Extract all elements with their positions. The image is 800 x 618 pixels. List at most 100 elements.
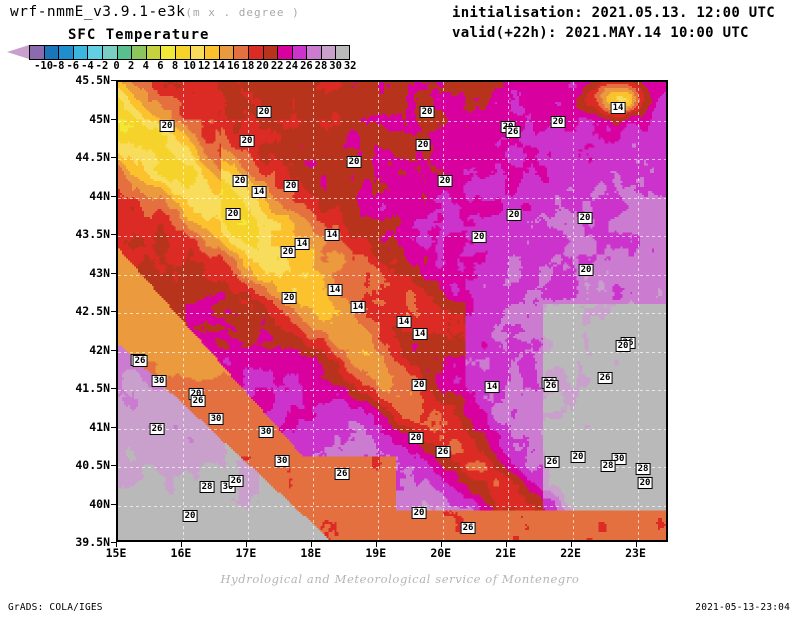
colorbar-title: SFC Temperature bbox=[68, 27, 210, 43]
contour-label-20: 20 bbox=[232, 175, 248, 187]
temperature-raster bbox=[118, 82, 666, 540]
longitude-tick-15E: 15E bbox=[105, 546, 127, 560]
longitude-tick-22E: 22E bbox=[560, 546, 581, 560]
grid-line-horizontal bbox=[118, 428, 666, 430]
latitude-tick-mark bbox=[111, 157, 116, 158]
contour-label-20: 20 bbox=[415, 139, 431, 151]
longitude-tick-mark bbox=[505, 542, 507, 547]
contour-label-26: 26 bbox=[544, 456, 560, 468]
latitude-tick-mark bbox=[111, 388, 116, 389]
latitude-tick-45.5N: 45.5N bbox=[75, 73, 110, 87]
colorbar-swatch-6 bbox=[116, 45, 132, 60]
contour-label-20: 20 bbox=[550, 116, 566, 128]
latitude-tick-41.5N: 41.5N bbox=[75, 381, 110, 395]
latitude-tick-42N: 42N bbox=[89, 342, 110, 357]
grid-line-horizontal bbox=[118, 197, 666, 199]
contour-label-20: 20 bbox=[411, 507, 427, 519]
contour-label-14: 14 bbox=[324, 229, 340, 241]
colorbar-swatch-17 bbox=[277, 45, 292, 60]
contour-label-20: 20 bbox=[437, 175, 453, 187]
contour-label-20: 20 bbox=[239, 135, 255, 147]
colorbar-swatch-12 bbox=[204, 45, 219, 60]
latitude-tick-44.5N: 44.5N bbox=[75, 150, 110, 164]
temperature-field bbox=[118, 82, 666, 540]
latitude-tick-mark bbox=[111, 426, 116, 428]
colorbar-tick--8: -8 bbox=[51, 60, 65, 72]
latitude-tick-mark bbox=[111, 542, 116, 543]
latitude-tick-mark bbox=[111, 80, 116, 81]
longitude-tick-16E: 16E bbox=[170, 546, 192, 560]
longitude-tick-mark bbox=[245, 542, 247, 547]
longitude-tick-18E: 18E bbox=[300, 546, 322, 560]
contour-label-26: 26 bbox=[149, 423, 165, 435]
latitude-tick-43.5N: 43.5N bbox=[75, 227, 110, 241]
contour-label-20: 20 bbox=[225, 208, 241, 220]
colorbar-tick-18: 18 bbox=[241, 60, 255, 72]
initialisation-time: initialisation: 2021.05.13. 12:00 UTC bbox=[452, 5, 775, 21]
latitude-tick-mark bbox=[111, 272, 116, 274]
grid-line-vertical bbox=[377, 82, 379, 540]
colorbar-tick-28: 28 bbox=[314, 60, 328, 72]
contour-label-30: 30 bbox=[258, 426, 274, 438]
contour-label-20: 20 bbox=[570, 451, 586, 463]
contour-label-14: 14 bbox=[251, 186, 267, 198]
contour-label-26: 26 bbox=[543, 380, 559, 392]
longitude-tick-21E: 21E bbox=[495, 546, 517, 560]
latitude-tick-40N: 40N bbox=[89, 496, 110, 511]
grid-line-horizontal bbox=[118, 505, 666, 507]
contour-label-30: 30 bbox=[274, 455, 290, 467]
colorbar-tick-16: 16 bbox=[227, 60, 240, 72]
colorbar-tick-32: 32 bbox=[343, 60, 357, 72]
longitude-tick-mark bbox=[570, 542, 572, 547]
contour-label-20: 20 bbox=[280, 246, 296, 258]
colorbar-tick-22: 22 bbox=[270, 60, 284, 72]
colorbar-swatch-19 bbox=[306, 45, 321, 60]
contour-label-20: 20 bbox=[281, 292, 297, 304]
contour-label-26: 26 bbox=[334, 468, 350, 480]
grid-line-horizontal bbox=[118, 236, 666, 237]
contour-label-26: 26 bbox=[132, 355, 148, 367]
contour-label-30: 30 bbox=[208, 413, 224, 425]
colorbar-tick-10: 10 bbox=[183, 60, 196, 72]
grid-line-horizontal bbox=[118, 159, 666, 160]
contour-label-20: 20 bbox=[159, 120, 175, 132]
contour-label-26: 26 bbox=[190, 395, 206, 407]
contour-label-28: 28 bbox=[635, 463, 651, 475]
valid-time: valid(+22h): 2021.MAY.14 10:00 UTC bbox=[452, 25, 749, 41]
colorbar-swatch-18 bbox=[291, 45, 307, 60]
map-plot-area[interactable]: 2020202014202620202020142020202014202014… bbox=[116, 80, 668, 542]
longitude-tick-mark bbox=[635, 542, 637, 547]
longitude-tick-mark bbox=[375, 542, 377, 547]
colorbar-swatch-1 bbox=[43, 45, 59, 60]
colorbar-swatch-3 bbox=[72, 45, 88, 60]
colorbar-tick--10: -10 bbox=[34, 60, 54, 72]
grid-line-horizontal bbox=[118, 120, 666, 122]
contour-label-14: 14 bbox=[350, 301, 366, 313]
model-title: wrf-nmmE_v3.9.1-e3k(m x . degree ) bbox=[10, 4, 300, 20]
contour-label-20: 20 bbox=[182, 510, 198, 522]
contour-label-28: 28 bbox=[199, 481, 215, 493]
grid-line-vertical bbox=[182, 82, 184, 540]
contour-label-26: 26 bbox=[435, 446, 451, 458]
colorbar-tick--4: -4 bbox=[81, 60, 94, 72]
contour-label-20: 20 bbox=[471, 231, 487, 243]
grid-line-horizontal bbox=[118, 351, 666, 353]
colorbar-tick-6: 6 bbox=[157, 60, 164, 72]
colorbar-tick--2: -2 bbox=[95, 60, 109, 72]
contour-label-14: 14 bbox=[610, 102, 626, 114]
latitude-tick-41N: 41N bbox=[89, 419, 110, 434]
latitude-tick-39.5N: 39.5N bbox=[75, 535, 110, 549]
colorbar-tick-0: 0 bbox=[113, 60, 120, 72]
latitude-tick-mark bbox=[111, 234, 116, 235]
colorbar-tick-2: 2 bbox=[128, 60, 135, 72]
longitude-tick-mark bbox=[180, 542, 182, 547]
grid-line-vertical bbox=[572, 82, 574, 540]
latitude-tick-mark bbox=[111, 349, 116, 351]
colorbar-swatch-14 bbox=[233, 45, 248, 60]
colorbar-tick-24: 24 bbox=[285, 60, 299, 72]
model-units-text: (m x . degree ) bbox=[185, 6, 300, 19]
grid-line-vertical bbox=[637, 82, 639, 540]
generation-timestamp: 2021-05-13-23:04 bbox=[695, 602, 790, 613]
model-title-text: wrf-nmmE_v3.9.1-e3k bbox=[10, 4, 186, 20]
contour-label-20: 20 bbox=[506, 209, 522, 221]
